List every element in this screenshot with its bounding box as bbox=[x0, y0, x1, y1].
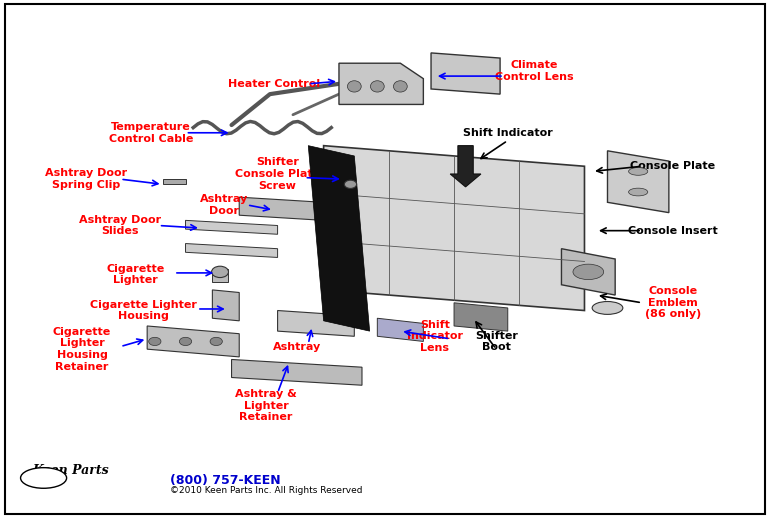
Polygon shape bbox=[278, 310, 354, 336]
Polygon shape bbox=[147, 326, 239, 357]
Text: Cigarette
Lighter
Housing
Retainer: Cigarette Lighter Housing Retainer bbox=[53, 327, 111, 371]
Text: Climate
Control Lens: Climate Control Lens bbox=[495, 60, 574, 82]
Polygon shape bbox=[323, 146, 584, 310]
Ellipse shape bbox=[347, 81, 361, 92]
Text: Ashtray
Door: Ashtray Door bbox=[199, 194, 248, 215]
Text: Ashtray &
Lighter
Retainer: Ashtray & Lighter Retainer bbox=[235, 389, 297, 423]
Ellipse shape bbox=[370, 81, 384, 92]
Polygon shape bbox=[213, 290, 239, 321]
Ellipse shape bbox=[212, 266, 229, 278]
Ellipse shape bbox=[628, 167, 648, 175]
Polygon shape bbox=[377, 318, 424, 341]
Text: Shift
Indicator
Lens: Shift Indicator Lens bbox=[407, 320, 463, 353]
Text: Console
Emblem
(86 only): Console Emblem (86 only) bbox=[644, 286, 701, 320]
Ellipse shape bbox=[628, 188, 648, 196]
Polygon shape bbox=[308, 146, 370, 331]
Polygon shape bbox=[239, 197, 323, 220]
Ellipse shape bbox=[21, 468, 66, 488]
Polygon shape bbox=[450, 146, 481, 187]
Text: 🚗: 🚗 bbox=[40, 473, 47, 483]
Text: Ashtray: Ashtray bbox=[273, 341, 321, 352]
Text: (800) 757-KEEN: (800) 757-KEEN bbox=[170, 474, 281, 487]
Polygon shape bbox=[431, 53, 500, 94]
Text: ©2010 Keen Parts Inc. All Rights Reserved: ©2010 Keen Parts Inc. All Rights Reserve… bbox=[170, 486, 363, 495]
Circle shape bbox=[149, 337, 161, 346]
Text: Console Plate: Console Plate bbox=[630, 161, 715, 171]
Ellipse shape bbox=[592, 301, 623, 314]
Polygon shape bbox=[454, 303, 507, 331]
Circle shape bbox=[179, 337, 192, 346]
Text: Cigarette Lighter
Housing: Cigarette Lighter Housing bbox=[90, 300, 197, 321]
Polygon shape bbox=[186, 243, 278, 257]
Polygon shape bbox=[608, 151, 669, 212]
Text: Shift Indicator: Shift Indicator bbox=[463, 128, 553, 138]
Text: Ashtray Door
Spring Clip: Ashtray Door Spring Clip bbox=[45, 168, 127, 190]
Text: Cigarette
Lighter: Cigarette Lighter bbox=[106, 264, 165, 285]
Bar bbox=[212, 269, 229, 282]
Bar bbox=[162, 179, 186, 184]
Text: Ashtray Door
Slides: Ashtray Door Slides bbox=[79, 214, 162, 236]
Text: Heater Control: Heater Control bbox=[228, 79, 320, 89]
Ellipse shape bbox=[393, 81, 407, 92]
Ellipse shape bbox=[573, 264, 604, 280]
Text: Keen Parts: Keen Parts bbox=[32, 464, 109, 477]
Polygon shape bbox=[186, 220, 278, 234]
Polygon shape bbox=[232, 359, 362, 385]
Text: Temperature
Control Cable: Temperature Control Cable bbox=[109, 122, 193, 143]
Text: Console Insert: Console Insert bbox=[628, 226, 718, 236]
Text: Shifter
Console Plate
Screw: Shifter Console Plate Screw bbox=[235, 157, 320, 191]
Polygon shape bbox=[561, 249, 615, 295]
Circle shape bbox=[344, 180, 357, 189]
Text: Shifter
Boot: Shifter Boot bbox=[475, 330, 517, 352]
Polygon shape bbox=[339, 63, 424, 105]
Circle shape bbox=[210, 337, 223, 346]
